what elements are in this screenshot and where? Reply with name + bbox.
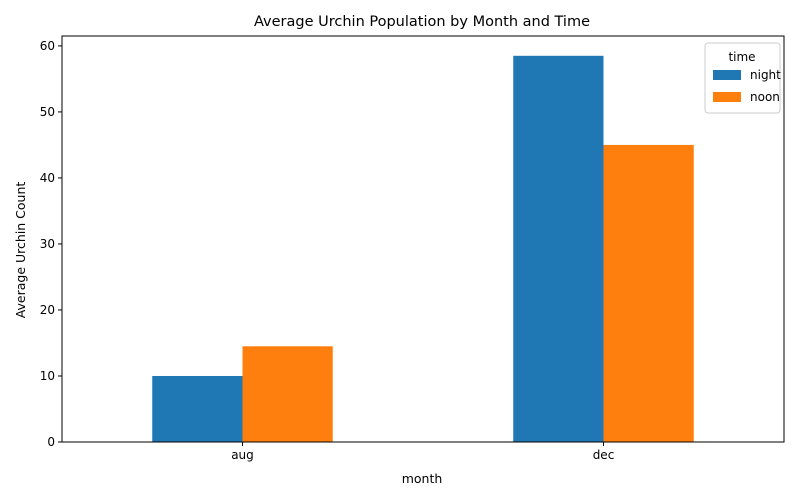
axes [61, 35, 785, 443]
y-tick-label-30: 30 [40, 237, 55, 251]
x-tick-label-dec: dec [593, 448, 615, 462]
legend-items: night noon [713, 68, 781, 104]
ticks: aug dec 0 10 20 30 40 50 60 [40, 39, 615, 462]
legend-label-noon: noon [750, 90, 780, 104]
plot-frame [61, 35, 785, 443]
bar-noon-aug [242, 346, 333, 442]
legend-label-night: night [750, 68, 781, 82]
y-tick-label-0: 0 [47, 435, 55, 449]
y-axis-label: Average Urchin Count [13, 182, 28, 319]
chart-title: Average Urchin Population by Month and T… [254, 14, 590, 30]
y-tick-label-50: 50 [40, 105, 55, 119]
y-tick-label-10: 10 [40, 369, 55, 383]
bar-night-aug [152, 375, 243, 442]
y-tick-label-60: 60 [40, 39, 55, 53]
bars [152, 55, 694, 443]
y-tick-label-40: 40 [40, 171, 55, 185]
x-axis-label: month [402, 471, 443, 486]
bar-noon-dec [603, 144, 694, 443]
legend-title: time [728, 50, 755, 64]
legend-swatch-noon [713, 92, 741, 102]
bar-night-dec [513, 55, 604, 443]
legend-swatch-night [713, 70, 741, 80]
legend: time night noon [704, 42, 781, 114]
y-tick-label-20: 20 [40, 303, 55, 317]
x-tick-label-aug: aug [231, 448, 254, 462]
